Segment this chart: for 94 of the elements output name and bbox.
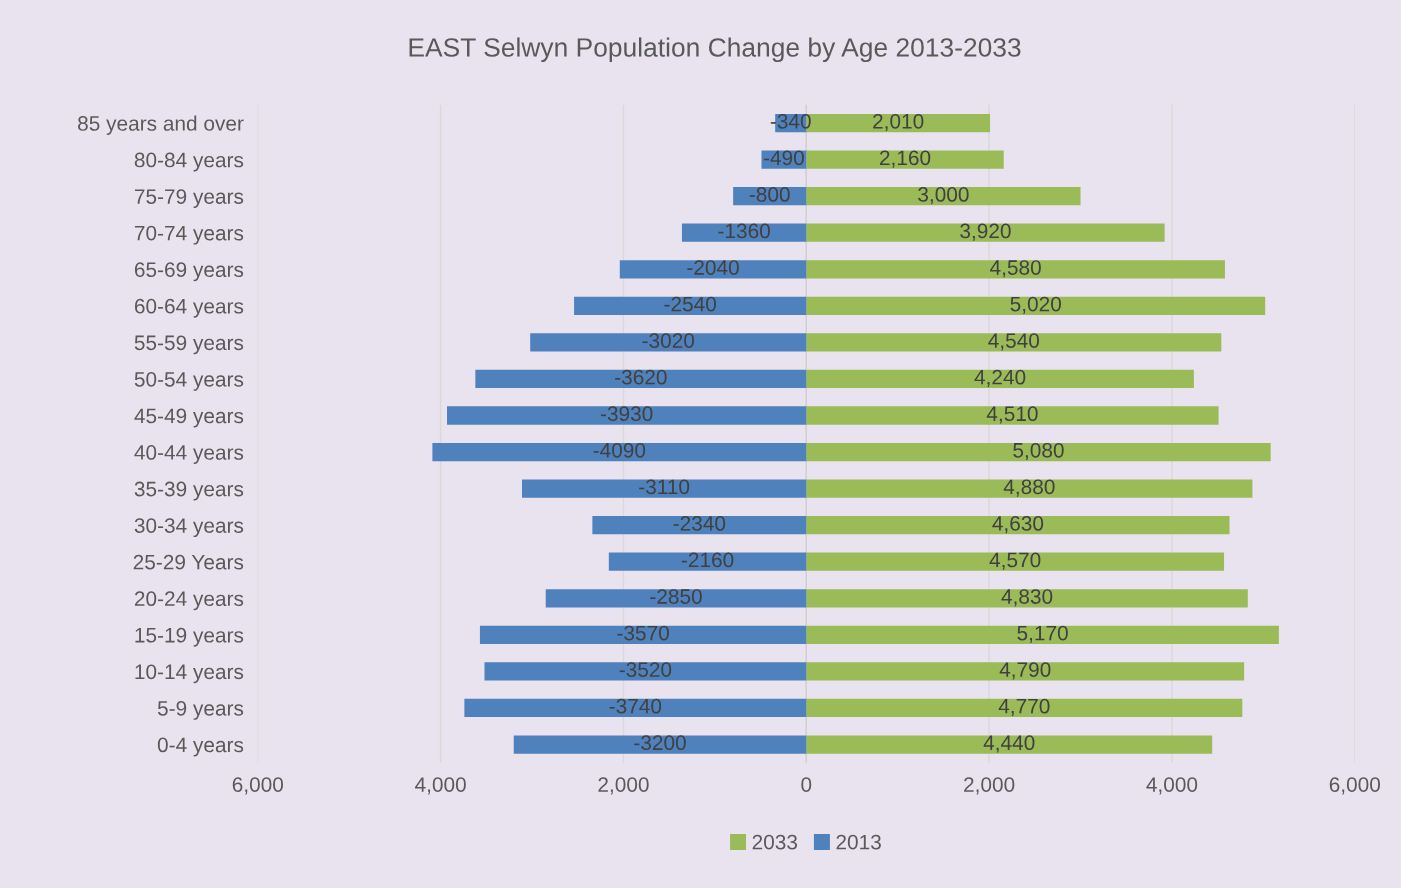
y-tick-label: 45-49 years [134, 408, 244, 428]
data-label: -3110 [639, 479, 690, 495]
data-label: -2040 [687, 260, 739, 275]
bar [521, 479, 807, 498]
data-label: 4,880 [1003, 479, 1055, 497]
bar [574, 296, 807, 315]
y-tick-label: 40-44 years [134, 445, 244, 464]
bar [464, 698, 807, 718]
x-tick-label: 2,000 [964, 777, 1015, 795]
x-tick-label: 4,000 [415, 777, 466, 795]
y-tick-label: 70-74 years [134, 225, 244, 245]
bar [806, 698, 1243, 718]
y-tick-label: 20-24 years [134, 591, 244, 611]
data-label: -3020 [642, 333, 695, 348]
data-label: -3740 [609, 698, 662, 714]
x-tick-label: 2,000 [598, 777, 649, 795]
y-tick-label: 10-14 years [135, 664, 244, 684]
y-tick-label: 0-4 years [157, 737, 244, 757]
bar [530, 333, 807, 352]
data-label: -2160 [681, 552, 734, 568]
data-label: 4,770 [998, 698, 1050, 717]
bar [447, 406, 807, 425]
bar [806, 187, 1081, 206]
data-label: 4,440 [983, 735, 1035, 753]
y-tick-label: 25-29 Years [133, 554, 244, 570]
bar [806, 369, 1194, 389]
data-label: -3930 [600, 406, 653, 422]
y-tick-label: 85 years and over [78, 115, 244, 135]
bar [592, 516, 807, 535]
y-tick-label: 80-84 years [134, 152, 244, 172]
data-label: 5,170 [1017, 625, 1068, 643]
chart-title: EAST Selwyn Population Change by Age 2013-2033 [409, 37, 1021, 63]
y-tick-label: 75-79 years [134, 189, 244, 209]
bar [608, 552, 807, 571]
bar [806, 260, 1225, 279]
bar [806, 516, 1230, 535]
bar [806, 479, 1253, 498]
data-label: -2850 [650, 589, 702, 604]
data-label: 4,240 [974, 369, 1026, 388]
bar [806, 333, 1222, 352]
bar [806, 552, 1225, 571]
x-tick-label: 0 [801, 777, 812, 792]
data-label: 5,020 [1010, 296, 1061, 314]
bar [806, 662, 1245, 681]
data-label: 3,920 [960, 223, 1011, 241]
data-label: 2,010 [873, 113, 924, 132]
y-tick-label: 65-69 years [134, 262, 244, 282]
bar [432, 442, 807, 462]
data-label: 4,570 [989, 552, 1041, 570]
data-label: 4,580 [990, 260, 1041, 278]
data-label: -2540 [664, 296, 717, 312]
x-tick-label: 6,000 [232, 777, 284, 795]
data-label: -3620 [615, 369, 667, 385]
bar [806, 735, 1213, 754]
bar [484, 662, 807, 681]
bar [806, 296, 1266, 315]
bar [513, 735, 807, 754]
y-tick-label: 5-9 years [157, 700, 244, 720]
data-label: -800 [749, 187, 790, 202]
data-label: 5,080 [1013, 442, 1064, 461]
bar [619, 260, 807, 279]
y-tick-label: 55-59 years [134, 335, 244, 355]
bar [806, 589, 1248, 608]
data-label: 4,790 [999, 662, 1051, 680]
y-tick-label: 60-64 years [134, 298, 244, 318]
data-label: -3200 [634, 735, 686, 751]
data-label: -3520 [619, 662, 672, 677]
bar [806, 442, 1271, 462]
y-tick-label: 30-34 years [134, 518, 244, 538]
bar [475, 369, 807, 389]
legend-label: 2033 [752, 834, 798, 850]
data-label: -1360 [718, 223, 770, 239]
legend-label: 2013 [836, 834, 881, 850]
x-tick-label: 4,000 [1146, 777, 1198, 795]
bar [545, 589, 807, 608]
data-label: 3,000 [918, 187, 969, 205]
data-label: 4,630 [992, 516, 1044, 534]
data-label: 2,160 [879, 150, 931, 168]
data-label: 4,540 [988, 333, 1040, 351]
bar [806, 150, 1004, 169]
data-label: -4090 [593, 442, 646, 458]
bar [479, 625, 807, 644]
y-tick-label: 50-54 years [134, 371, 244, 391]
data-label: -3570 [617, 625, 669, 641]
bar [806, 223, 1165, 242]
data-label: 4,510 [986, 406, 1038, 424]
y-tick-label: 15-19 years [135, 627, 244, 647]
bar [806, 406, 1219, 425]
data-label: -490 [763, 150, 804, 166]
data-label: -2340 [673, 516, 726, 531]
x-tick-label: 6,000 [1329, 777, 1381, 795]
data-label: 4,830 [1001, 589, 1053, 607]
bar [806, 625, 1279, 644]
y-tick-label: 35-39 years [134, 481, 244, 501]
